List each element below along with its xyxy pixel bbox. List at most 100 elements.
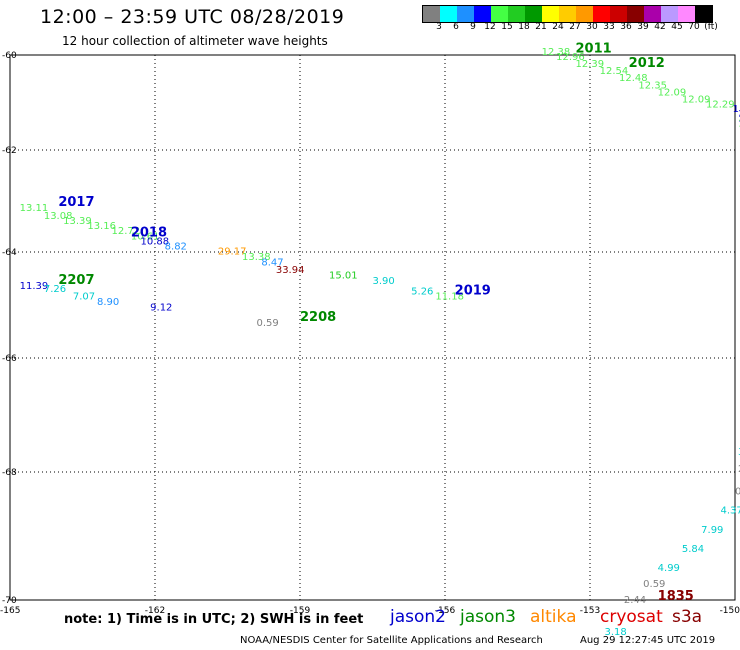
wave-height-label: 5.26 [411,286,433,297]
wave-height-label: 3.90 [373,276,395,287]
wave-height-label: 7.26 [44,284,66,295]
scale-label: 30 [586,22,598,32]
wave-height-label: 12.48 [619,73,648,84]
pass-number-label: 2018 [131,226,167,241]
wave-height-label: 4.37 [721,506,740,517]
scale-swatch [678,6,695,22]
pass-number-label: 2012 [629,56,665,71]
scale-swatch [474,6,491,22]
wave-height-label: 10.61 [131,231,160,242]
scale-label: 18 [518,22,530,32]
wave-height-label: 8.90 [97,297,119,308]
wave-height-label: 10.88 [141,236,170,247]
latitude-label: -68 [2,468,17,478]
wave-height-label: 12.54 [600,66,629,77]
wave-height-label: 11.84 [733,104,740,115]
wave-height-label: 11.18 [435,292,464,303]
wave-height-label: 12.38 [542,47,571,58]
scale-label: 3 [436,22,442,32]
wave-height-label: 11.72 [738,109,740,120]
scale-label: 24 [552,22,564,32]
wave-height-label: 8.47 [261,257,283,268]
page-subtitle: 12 hour collection of altimeter wave hei… [62,34,328,48]
wave-height-label: 13.11 [20,203,49,214]
scale-swatch [491,6,508,22]
latitude-label: -62 [2,146,17,156]
scale-swatch [593,6,610,22]
wave-height-label: 12. [738,118,740,129]
satellite-legend-jason3: jason3 [460,607,516,627]
scale-swatch [508,6,525,22]
longitude-label: -153 [580,606,600,616]
scale-label: 36 [620,22,632,32]
scale-label: 27 [569,22,581,32]
wave-height-label: 13.38 [242,252,271,263]
generated-timestamp: Aug 29 12:27:45 UTC 2019 [580,635,716,646]
scale-swatch [423,6,440,22]
satellite-legend-cryosat: cryosat [600,607,663,627]
scale-swatch [644,6,661,22]
wave-height-label: 11.59 [738,114,740,125]
wave-height-label: 8.82 [165,241,187,252]
wave-height-label: 12.72 [112,226,141,237]
map-frame [9,54,736,601]
wave-height-label: 12.35 [638,80,667,91]
wave-height-label: 11.39 [20,281,49,292]
scale-swatch [627,6,644,22]
wave-height-label: 29.17 [218,247,247,258]
wave-height-label: 3.18 [605,627,627,638]
scale-swatch [695,6,712,22]
longitude-label: -150 [720,606,740,616]
scale-label: 70 [688,22,700,32]
scale-label: 12 [484,22,496,32]
scale-swatch [610,6,627,22]
pass-number-label: 2011 [576,42,612,57]
wave-height-label: 12.39 [576,59,605,70]
wave-height-label: 13.39 [63,216,92,227]
longitude-label: -156 [435,606,456,616]
longitude-label: -165 [0,606,20,616]
scale-label: 33 [603,22,615,32]
wave-height-label: 2.44 [624,595,646,606]
wave-height-label: 0.59 [735,486,740,497]
longitude-label: -162 [145,606,165,616]
wave-height-label: 33.94 [276,265,305,276]
footer-note: note: 1) Time is in UTC; 2) SWH is in fe… [64,612,364,627]
scale-swatch [559,6,576,22]
wave-height-label: 13.08 [44,211,73,222]
wave-height-label: 0.59 [643,579,665,590]
scale-label: 9 [470,22,476,32]
pass-number-label: 2017 [58,195,94,210]
wave-height-label: 5.84 [682,544,704,555]
pass-number-label: 2208 [300,310,336,325]
pass-number-label: 1835 [658,589,694,604]
scale-swatch [661,6,678,22]
wave-height-label: 12.09 [682,95,711,106]
satellite-legend-altika: altika [530,607,577,627]
scale-swatch [457,6,474,22]
scale-swatch [440,6,457,22]
scale-label: (ft) [704,22,718,32]
scale-swatch [576,6,593,22]
latitude-label: -66 [2,354,17,364]
page-title: 12:00 – 23:59 UTC 08/28/2019 [40,6,345,28]
satellite-legend-s3a: s3a [672,607,703,627]
scale-swatch [542,6,559,22]
latitude-label: -60 [2,51,17,61]
scale-swatch [525,6,542,22]
latitude-label: -64 [2,248,17,258]
wave-height-label: 2.78 [738,464,740,475]
pass-number-label: 2019 [455,283,491,298]
scale-label: 6 [453,22,459,32]
wave-height-label: 12.29 [706,99,735,110]
scale-label: 42 [654,22,666,32]
pass-number-label: 2207 [58,273,94,288]
credit-line: NOAA/NESDIS Center for Satellite Applica… [240,635,543,646]
longitude-label: -159 [290,606,311,616]
wave-height-label: 12.96 [556,52,585,63]
wave-height-label: 0.59 [257,318,279,329]
wave-height-label: 12.09 [658,87,687,98]
latitude-label: -70 [2,596,17,606]
wave-height-label: 7.07 [73,292,95,303]
